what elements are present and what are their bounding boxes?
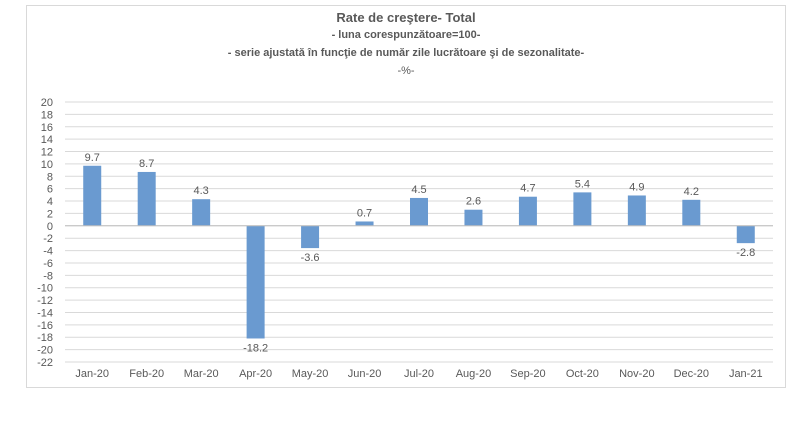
y-tick-label: -6 [43,258,53,270]
y-tick-label: -10 [37,283,53,295]
y-tick-label: 20 [41,97,53,109]
chart-subtitle-2: - serie ajustată în funcţie de număr zil… [227,47,585,59]
bar [627,195,646,226]
y-tick-label: 4 [47,196,53,208]
y-tick-label: 16 [41,122,53,134]
y-tick-label: 18 [41,109,53,121]
y-tick-label: 2 [47,208,53,220]
bar [83,165,102,226]
y-tick-label: 0 [47,221,53,233]
x-tick-label: Jul-20 [404,368,434,380]
bar [736,225,755,244]
bar [464,209,483,226]
y-tick-label: -2 [43,233,53,245]
x-tick-label: Dec-20 [674,368,709,380]
y-tick-label: 12 [41,147,53,159]
data-label: 2.6 [466,196,481,208]
data-label: 4.2 [684,186,699,198]
chart-title: Rate de creştere- Total [336,10,476,25]
y-tick-label: -4 [43,246,53,258]
data-label: 9.7 [85,152,100,164]
x-tick-label: Apr-20 [239,368,272,380]
x-tick-label: Oct-20 [566,368,599,380]
bar [137,171,156,226]
chart-subtitle-1: - luna corespunzătoare=100- [331,29,481,41]
y-tick-label: -20 [37,345,53,357]
x-tick-label: Nov-20 [619,368,654,380]
bar [355,221,374,226]
x-tick-label: Feb-20 [129,368,164,380]
y-tick-label: -8 [43,270,53,282]
y-tick-label: -12 [37,295,53,307]
y-tick-label: 10 [41,159,53,171]
bar [410,197,428,226]
y-tick-label: 6 [47,184,53,196]
bar [192,199,211,226]
y-tick-label: -16 [37,320,53,332]
y-tick-label: -14 [37,307,53,319]
data-label: -3.6 [301,252,320,264]
x-tick-label: May-20 [292,368,329,380]
data-label: 8.7 [139,158,154,170]
data-label: 5.4 [575,178,590,190]
y-tick-label: -22 [37,357,53,369]
bar [518,196,537,226]
data-label: 4.9 [629,181,644,193]
bar [682,199,701,226]
y-tick-label: 8 [47,171,53,183]
data-label: 0.7 [357,207,372,219]
data-label: -18.2 [243,342,268,354]
data-label: 4.3 [194,185,209,197]
data-label: 4.7 [520,183,535,195]
x-tick-label: Mar-20 [184,368,219,380]
bar [301,225,320,249]
chart-unit-label: -%- [397,65,415,77]
x-tick-label: Sep-20 [510,368,545,380]
bar [573,192,592,226]
y-tick-label: 14 [41,134,53,146]
data-label: 4.5 [411,184,426,196]
x-tick-label: Jan-20 [75,368,109,380]
bar [246,225,265,339]
x-tick-label: Aug-20 [456,368,491,380]
data-label: -2.8 [736,247,755,259]
x-tick-label: Jan-21 [729,368,763,380]
y-tick-label: -18 [37,332,53,344]
x-tick-label: Jun-20 [348,368,382,380]
